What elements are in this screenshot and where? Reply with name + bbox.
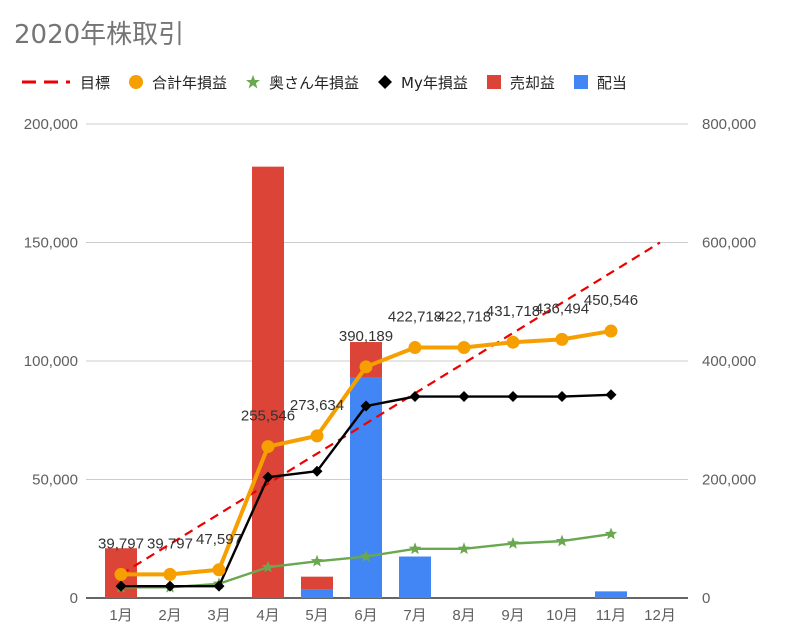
x-tick-label: 1月 (109, 607, 132, 624)
point-total (163, 567, 177, 581)
bar-dividend (301, 589, 333, 598)
y-left-tick-label: 0 (70, 590, 78, 607)
point-my (213, 580, 225, 592)
y-left-tick-label: 200,000 (24, 116, 78, 133)
bar-dividend (350, 377, 382, 598)
legend: 目標 合計年損益 奥さん年損益 My年損益 売却益 配当 (20, 70, 645, 94)
point-my (507, 391, 519, 403)
bar-dividend (399, 556, 431, 598)
point-total (359, 360, 373, 374)
y-left-tick-label: 150,000 (24, 235, 78, 252)
x-tick-label: 12月 (644, 607, 676, 624)
point-wife (604, 527, 618, 540)
star-marker-icon (246, 75, 261, 89)
legend-label-dividend: 配当 (596, 73, 627, 92)
square-blue-icon (573, 75, 588, 89)
point-my (556, 391, 568, 403)
y-left-tick-label: 50,000 (32, 472, 78, 489)
x-tick-label: 9月 (501, 607, 524, 624)
point-wife (408, 542, 422, 555)
y-right-tick-label: 400,000 (702, 353, 756, 370)
point-total (212, 563, 226, 577)
bar-sale (301, 576, 333, 590)
point-wife (310, 554, 324, 567)
point-total (408, 341, 422, 355)
point-total (114, 567, 128, 581)
dashed-line-icon (22, 80, 70, 84)
legend-item-target[interactable]: 目標 (20, 72, 110, 93)
legend-label-target: 目標 (80, 73, 111, 92)
bar-sale (252, 166, 284, 598)
x-tick-label: 6月 (354, 607, 377, 624)
diamond-marker-icon (378, 75, 393, 89)
point-my (458, 391, 470, 403)
x-tick-label: 3月 (207, 607, 230, 624)
x-tick-label: 11月 (596, 607, 627, 624)
legend-item-dividend[interactable]: 配当 (573, 72, 627, 93)
legend-item-wife[interactable]: 奥さん年損益 (245, 72, 359, 93)
data-label-total: 422,718 (437, 309, 491, 326)
x-tick-label: 4月 (256, 607, 279, 624)
point-my (311, 465, 323, 477)
legend-item-my[interactable]: My年損益 (377, 72, 468, 93)
data-label-total: 47,597 (196, 531, 242, 548)
x-tick-label: 5月 (305, 607, 328, 624)
y-right-tick-label: 200,000 (702, 472, 756, 489)
circle-marker-icon (129, 75, 144, 89)
point-wife (506, 537, 520, 549)
data-label-total: 450,546 (584, 292, 638, 309)
point-total (506, 335, 520, 349)
legend-label-wife: 奥さん年損益 (269, 73, 360, 92)
point-total (555, 332, 569, 346)
square-red-icon (486, 75, 501, 89)
point-my (409, 391, 421, 403)
y-right-tick-label: 600,000 (702, 235, 756, 252)
bar-dividend (595, 591, 627, 598)
data-label-total: 422,718 (388, 309, 442, 326)
point-my (115, 580, 127, 592)
legend-label-my: My年損益 (401, 73, 468, 92)
data-label-total: 39,797 (147, 535, 193, 552)
point-my (605, 389, 617, 401)
point-total (310, 429, 324, 443)
point-my (164, 580, 176, 592)
x-tick-label: 8月 (452, 607, 475, 624)
data-label-total: 436,494 (535, 300, 589, 317)
point-wife (555, 534, 569, 547)
y-right-tick-label: 800,000 (702, 116, 756, 133)
point-wife (261, 560, 275, 573)
point-total (261, 440, 275, 454)
chart-title: 2020年株取引 (14, 20, 185, 50)
point-wife (359, 550, 373, 562)
y-left-tick-label: 100,000 (24, 353, 78, 370)
legend-item-total[interactable]: 合計年損益 (128, 72, 227, 93)
point-total (604, 324, 618, 338)
y-right-tick-label: 0 (702, 590, 710, 607)
point-my (262, 471, 274, 483)
data-label-total: 273,634 (290, 397, 344, 414)
x-tick-label: 7月 (403, 607, 426, 624)
point-wife (457, 542, 471, 555)
x-tick-label: 2月 (158, 607, 181, 624)
legend-label-total: 合計年損益 (152, 73, 228, 92)
data-label-total: 431,718 (486, 303, 540, 320)
x-tick-label: 10月 (546, 607, 578, 624)
legend-label-sale: 売却益 (509, 73, 555, 92)
target-line (120, 241, 661, 576)
data-label-total: 39,797 (98, 535, 144, 552)
point-total (457, 341, 471, 355)
legend-item-sale[interactable]: 売却益 (486, 72, 555, 93)
point-my (360, 400, 372, 412)
data-label-total: 255,546 (241, 408, 295, 425)
data-label-total: 390,189 (339, 328, 393, 345)
